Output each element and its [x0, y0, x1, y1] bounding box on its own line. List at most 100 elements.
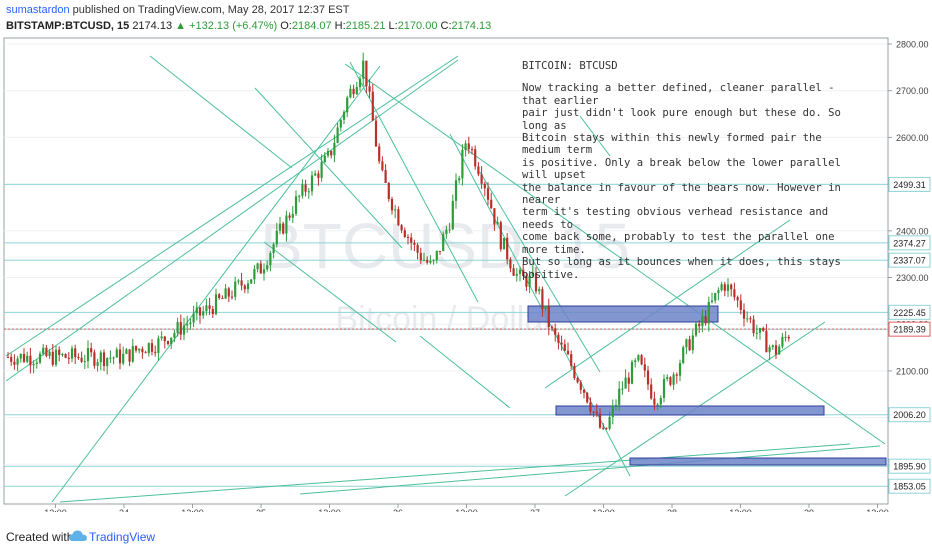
tradingview-link[interactable]: TradingView	[89, 530, 156, 544]
candle-body	[419, 252, 422, 261]
candle-body	[19, 353, 22, 359]
candle-body	[614, 404, 618, 406]
time-axis: 12:00 24 12:00 25 12:00 26 12:00 27 12:00 28 12:00…	[4, 503, 889, 518]
candle-body	[502, 237, 506, 250]
candle-body	[282, 223, 285, 234]
candle-body	[432, 260, 435, 262]
candle-body	[678, 362, 682, 376]
candle-body	[221, 298, 224, 300]
candle-body	[714, 293, 717, 301]
candle-body	[746, 318, 749, 320]
candle-body	[134, 345, 138, 351]
chart-area[interactable]: BTCUSD, 15 Bitcoin / Dollar 2800.00 2700.…	[0, 36, 932, 518]
candle-body	[202, 311, 205, 316]
price-label-box	[888, 407, 931, 423]
time-tick-label: 26	[393, 508, 403, 512]
candle-body	[42, 347, 45, 354]
candle-body	[640, 355, 643, 365]
price-label: 1895.90	[893, 462, 926, 472]
candle-body	[339, 119, 342, 128]
candle-body	[253, 269, 256, 280]
candle-body	[304, 184, 307, 192]
candle-body	[410, 237, 413, 243]
candle-body	[547, 305, 550, 328]
candle-body	[586, 392, 589, 403]
trend-line	[5, 55, 459, 357]
candle-body	[317, 173, 320, 178]
annotation-body: Now tracking a better defined, cleaner p…	[522, 82, 841, 281]
candle-body	[598, 413, 602, 428]
candle-body	[80, 357, 83, 362]
tradingview-cloud-icon	[69, 530, 87, 541]
trend-line	[544, 219, 791, 389]
candle-body	[336, 127, 339, 143]
price-tick-label: 2400.00	[896, 226, 929, 236]
price-chart[interactable]: BTCUSD, 15 Bitcoin / Dollar 2800.00 2700.…	[0, 36, 932, 518]
time-tick-label: 12:00	[318, 508, 341, 512]
price-label: 2499.31	[893, 180, 926, 190]
candle-body	[736, 297, 739, 301]
candle-body	[394, 209, 397, 211]
candle-body	[666, 377, 669, 379]
candle-body	[467, 143, 470, 150]
candle-body	[566, 350, 570, 355]
candle-body	[320, 162, 323, 178]
candle-body	[86, 348, 90, 362]
candle-body	[509, 259, 512, 269]
candle-body	[6, 356, 10, 358]
annotation-text: BITCOIN: BTCUSD Now tracking a better de…	[522, 60, 862, 281]
price-change: ▲ +132.13 (+6.47%)	[175, 20, 278, 32]
candle-body	[128, 349, 131, 362]
candle-body	[150, 343, 154, 352]
candle-body	[730, 284, 733, 290]
candle-body	[189, 322, 192, 324]
candle-body	[266, 265, 269, 270]
candle-body	[22, 353, 26, 362]
candle-body	[733, 289, 736, 298]
time-tick-label: 12:00	[181, 508, 204, 512]
candle-body	[694, 323, 698, 336]
time-tick-label: 29	[804, 508, 814, 512]
candle-body	[608, 417, 611, 429]
candle-body	[58, 349, 61, 355]
candle-body	[765, 330, 768, 353]
candle-body	[774, 345, 778, 355]
price-tick-label: 2600.00	[896, 133, 929, 143]
candle-body	[83, 361, 86, 363]
candle-body	[352, 88, 355, 95]
candle-body	[32, 363, 35, 366]
ohlc-line: BITSTAMP:BTCUSD, 15 2174.13 ▲ +132.13 (+…	[6, 20, 492, 32]
candle-body	[490, 199, 493, 209]
candle-body	[147, 343, 150, 354]
candle-body	[387, 182, 390, 199]
candle-body	[371, 91, 374, 121]
price-axis: 2800.002700.002600.002500.002400.002300.…	[887, 38, 929, 504]
price-tick-label: 2300.00	[896, 273, 929, 283]
author-link[interactable]: sumastardon	[6, 4, 70, 16]
candle-body	[384, 170, 387, 183]
candle-body	[214, 294, 218, 315]
candle-body	[442, 234, 445, 252]
candle-body	[45, 347, 48, 357]
candle-body	[448, 229, 451, 231]
candle-body	[61, 354, 64, 356]
time-tick-label: 12:00	[866, 508, 889, 512]
candle-body	[269, 253, 272, 266]
time-tick-label: 24	[119, 508, 129, 512]
candle-body	[35, 362, 38, 364]
candle-body	[346, 97, 349, 113]
candle-body	[342, 112, 346, 120]
candle-body	[534, 272, 538, 292]
candle-body	[218, 294, 221, 299]
trend-line	[263, 241, 397, 343]
created-with-text: Created with	[6, 530, 74, 544]
time-tick-label: 12:00	[592, 508, 615, 512]
candle-body	[10, 357, 13, 362]
candle-body	[742, 309, 746, 319]
candle-body	[234, 281, 237, 297]
candle-body	[499, 222, 502, 250]
price-label-box	[888, 321, 931, 337]
candle-body	[621, 388, 624, 390]
candle-body	[307, 191, 310, 193]
candle-body	[38, 353, 42, 363]
